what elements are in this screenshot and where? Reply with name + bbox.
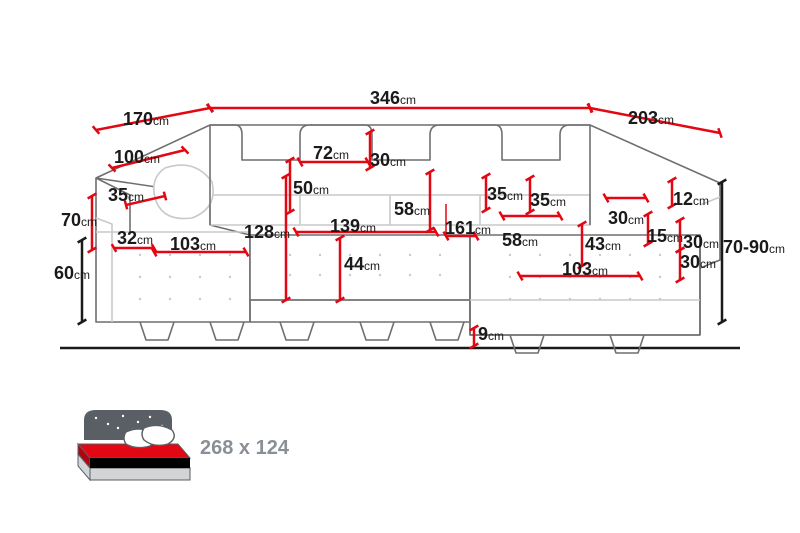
dim-35b: 35cm — [530, 190, 566, 211]
dim-30m: 30cm — [370, 150, 406, 171]
sleep-size-label: 268 x 124 — [200, 437, 289, 460]
dim-170: 170cm — [123, 109, 169, 130]
dim-15: 15cm — [647, 226, 683, 247]
dim-72: 72cm — [313, 143, 349, 164]
dim-103r: 103cm — [562, 259, 608, 280]
dim-128: 128cm — [244, 222, 290, 243]
dim-100: 100cm — [114, 147, 160, 168]
dim-30b: 30cm — [683, 232, 719, 253]
dim-32: 32cm — [117, 228, 153, 249]
dim-30c: 30cm — [680, 252, 716, 273]
dim-35l: 35cm — [108, 185, 144, 206]
dim-58r: 58cm — [502, 230, 538, 251]
dim-70l: 70cm — [61, 210, 97, 231]
dim-346: 346cm — [370, 88, 416, 109]
dim-43: 43cm — [585, 234, 621, 255]
dim-12: 12cm — [673, 189, 709, 210]
dim-139: 139cm — [330, 216, 376, 237]
dim-103l: 103cm — [170, 234, 216, 255]
dim-161: 161cm — [445, 218, 491, 239]
dim-58m: 58cm — [394, 199, 430, 220]
dim-60: 60cm — [54, 263, 90, 284]
dim-9: 9cm — [478, 324, 504, 345]
dim-203: 203cm — [628, 108, 674, 129]
dim-7090: 70-90cm — [723, 237, 785, 258]
dim-35a: 35cm — [487, 184, 523, 205]
dim-44: 44cm — [344, 254, 380, 275]
dim-50: 50cm — [293, 178, 329, 199]
dim-30a: 30cm — [608, 208, 644, 229]
